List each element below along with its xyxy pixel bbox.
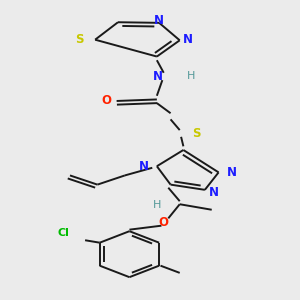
Text: N: N: [209, 186, 219, 199]
Text: H: H: [153, 200, 161, 210]
Text: N: N: [139, 160, 149, 173]
Text: N: N: [153, 70, 163, 83]
Text: O: O: [102, 94, 112, 107]
Text: N: N: [154, 14, 164, 27]
Text: Cl: Cl: [57, 228, 69, 238]
Text: S: S: [75, 33, 83, 46]
Text: H: H: [187, 71, 195, 82]
Text: O: O: [159, 215, 169, 229]
Text: N: N: [227, 166, 237, 179]
Text: S: S: [192, 127, 200, 140]
Text: N: N: [182, 33, 193, 46]
